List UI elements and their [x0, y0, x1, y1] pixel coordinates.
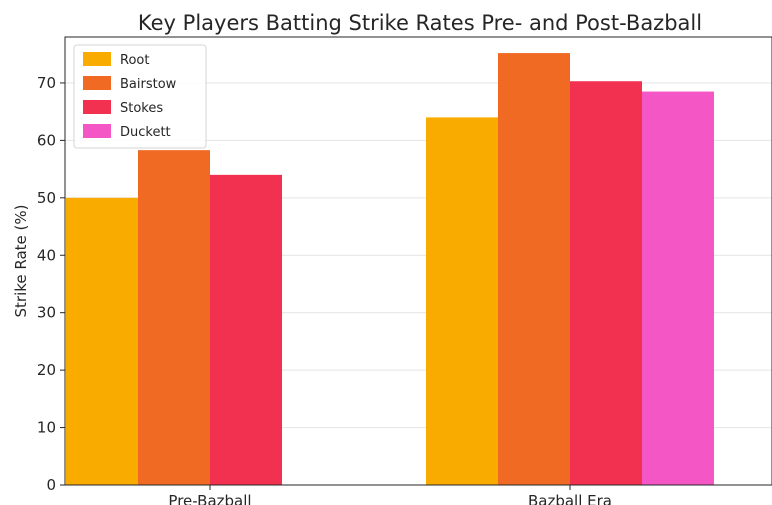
legend: Root Bairstow Stokes Duckett [73, 44, 207, 149]
plot-frame [64, 36, 772, 486]
x-tick-label: Pre-Bazball [168, 492, 251, 505]
y-tick-label: 20 [37, 361, 56, 379]
y-tick-label: 0 [46, 476, 56, 494]
bar-bairstow-bazball-era [498, 53, 570, 485]
legend-label-duckett: Duckett [120, 125, 171, 140]
bar-stokes-bazball-era [570, 81, 642, 485]
bar-stokes-pre-bazball [210, 174, 282, 485]
legend-label-stokes: Stokes [120, 101, 163, 116]
axes [64, 36, 772, 486]
y-tick-label: 60 [37, 131, 56, 149]
chart-title: Key Players Batting Strike Rates Pre- an… [138, 11, 702, 35]
bar-duckett-bazball-era [642, 91, 714, 486]
bar-root-bazball-era [426, 117, 498, 486]
y-tick-label: 30 [37, 304, 56, 322]
legend-swatch-root [83, 52, 111, 66]
y-tick-label: 50 [37, 189, 56, 207]
legend-swatch-stokes [83, 100, 111, 114]
y-axis-label: Strike Rate (%) [12, 204, 30, 317]
y-tick-label: 10 [37, 419, 56, 437]
x-axis-ticks: Pre-Bazball Bazball Era [168, 485, 612, 505]
y-axis-ticks: 0 10 20 30 40 50 60 70 [37, 74, 65, 494]
y-tick-label: 40 [37, 246, 56, 264]
x-tick-label: Bazball Era [528, 492, 612, 505]
bar-bairstow-pre-bazball [138, 150, 210, 485]
legend-label-bairstow: Bairstow [120, 77, 177, 92]
legend-swatch-bairstow [83, 76, 111, 90]
bar-root-pre-bazball [66, 197, 138, 486]
legend-swatch-duckett [83, 124, 111, 138]
bars [66, 53, 714, 486]
legend-frame [73, 44, 207, 149]
legend-label-root: Root [120, 53, 149, 68]
y-tick-label: 70 [37, 74, 56, 92]
